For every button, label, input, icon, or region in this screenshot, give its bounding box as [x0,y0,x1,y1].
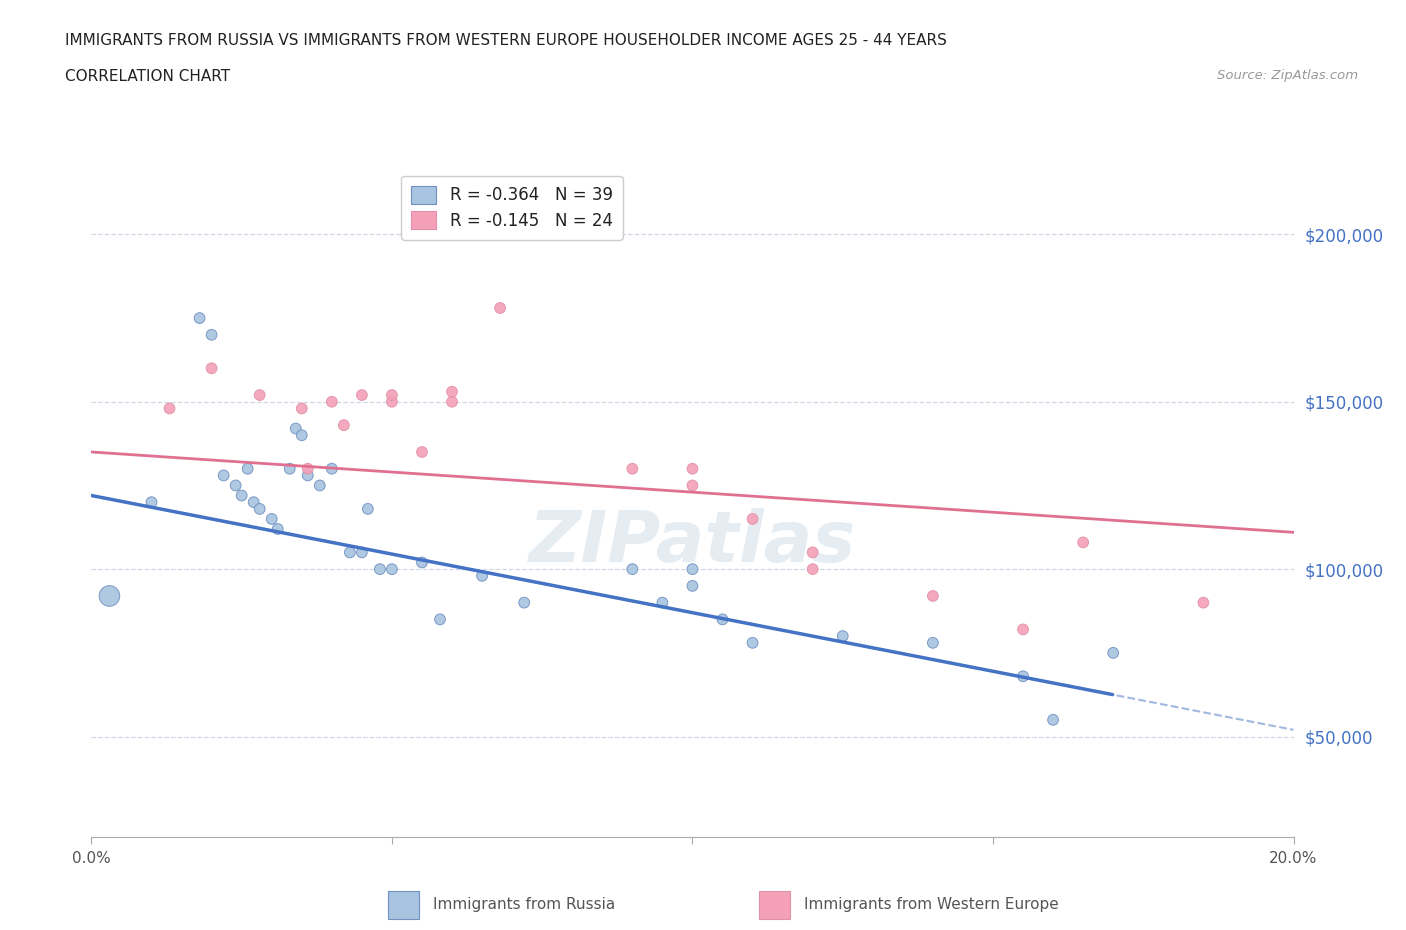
Point [381,388,404,403]
Point [681,562,703,577]
Point [357,501,380,516]
Point [242,495,264,510]
Point [297,468,319,483]
Point [922,635,945,650]
Point [711,612,734,627]
Point [368,562,391,577]
Point [98,589,121,604]
Text: ZIPatlas: ZIPatlas [529,508,856,577]
Point [489,300,512,315]
Point [741,512,763,526]
Point [681,478,703,493]
Point [429,612,451,627]
Point [651,595,673,610]
Legend: R = -0.364   N = 39, R = -0.145   N = 24: R = -0.364 N = 39, R = -0.145 N = 24 [402,176,623,240]
Point [308,478,330,493]
Point [381,394,404,409]
Point [291,401,314,416]
Point [1071,535,1094,550]
Point [260,512,283,526]
Point [381,562,404,577]
Point [681,461,703,476]
Text: Immigrants from Western Europe: Immigrants from Western Europe [804,897,1059,912]
Text: IMMIGRANTS FROM RUSSIA VS IMMIGRANTS FROM WESTERN EUROPE HOUSEHOLDER INCOME AGES: IMMIGRANTS FROM RUSSIA VS IMMIGRANTS FRO… [65,33,946,47]
Point [297,461,319,476]
Point [621,562,644,577]
Point [1192,595,1215,610]
Point [471,568,494,583]
Point [188,311,211,325]
Point [231,488,253,503]
Point [350,545,373,560]
Point [513,595,536,610]
Point [321,461,343,476]
Point [801,545,824,560]
Point [440,394,463,409]
Point [440,384,463,399]
Point [681,578,703,593]
Point [339,545,361,560]
Point [411,555,433,570]
Point [621,461,644,476]
Point [141,495,163,510]
Point [801,562,824,577]
Point [159,401,181,416]
Point [350,388,373,403]
Point [249,388,271,403]
Text: Immigrants from Russia: Immigrants from Russia [433,897,616,912]
Point [1102,645,1125,660]
Text: Source: ZipAtlas.com: Source: ZipAtlas.com [1218,69,1358,82]
Point [831,629,853,644]
Point [267,522,290,537]
Point [333,418,356,432]
Point [1012,622,1035,637]
Point [1042,712,1064,727]
Point [1012,669,1035,684]
Point [249,501,271,516]
Point [236,461,259,476]
Point [321,394,343,409]
Point [284,421,307,436]
Point [201,327,224,342]
Point [212,468,235,483]
Point [201,361,224,376]
Point [741,635,763,650]
Point [278,461,301,476]
Point [411,445,433,459]
Point [922,589,945,604]
Point [225,478,247,493]
Point [291,428,314,443]
Text: CORRELATION CHART: CORRELATION CHART [65,69,229,84]
